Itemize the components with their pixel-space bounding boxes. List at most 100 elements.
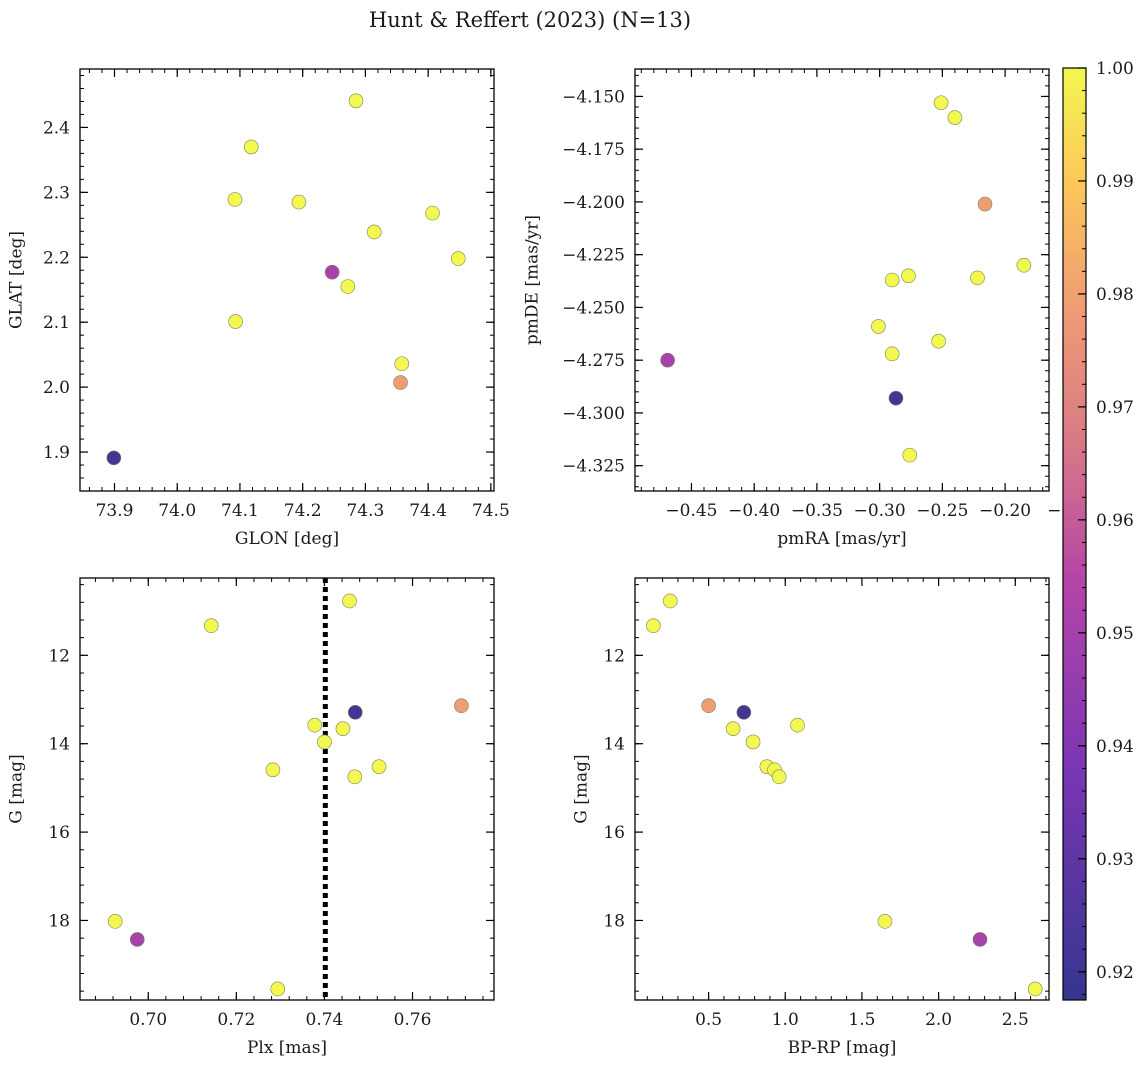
y-tick-label: 2.2 — [43, 248, 70, 268]
data-point — [646, 618, 661, 634]
figure-title: Hunt & Reffert (2023) (N=13) — [369, 8, 691, 32]
y-tick-label: 12 — [603, 646, 625, 666]
colorbar-tick-label: 0.95 — [1096, 624, 1134, 644]
panel-bprp-g: 0.5 1.0 1.5 2.0 2.5 12 14 16 18 BP-RP [mag] G [mag… — [572, 577, 1050, 1058]
x-tick-label: 74.2 — [284, 501, 322, 521]
data-point — [324, 264, 340, 280]
y-tick-label: −4.250 — [562, 298, 625, 318]
panel-plx-g: 0.70 0.72 0.74 0.76 12 14 16 18 Plx [mas] G [mag] — [7, 577, 495, 1058]
major-ticks — [635, 69, 1069, 491]
x-tick-label: 0.76 — [394, 1010, 432, 1030]
data-point — [203, 618, 219, 634]
data-point — [347, 769, 363, 785]
y-tick-label: −4.325 — [562, 457, 625, 477]
data-point — [977, 196, 993, 212]
x-tick-label: 73.9 — [96, 501, 134, 521]
data-point — [790, 717, 805, 733]
data-point — [243, 139, 259, 155]
x-tick-label: −0.30 — [854, 501, 906, 521]
y-tick-label: 2.3 — [43, 183, 70, 203]
colorbar-tick-label: 0.93 — [1096, 850, 1134, 870]
data-point — [972, 932, 988, 947]
x-axis-label: pmRA [mas/yr] — [777, 529, 906, 549]
colorbar-tick-label: 0.92 — [1096, 963, 1134, 983]
data-point — [888, 390, 904, 406]
x-tick-label: 2.5 — [1002, 1010, 1029, 1030]
colorbar-tick-label: 0.97 — [1096, 398, 1134, 418]
y-tick-label: −4.300 — [562, 404, 625, 424]
data-point — [228, 314, 243, 329]
colorbar-tick-label: 0.94 — [1096, 737, 1134, 757]
data-point — [970, 270, 985, 286]
data-point — [1027, 981, 1043, 997]
x-axis-label: Plx [mas] — [247, 1038, 327, 1058]
x-tick-label: 74.4 — [409, 501, 447, 521]
data-point — [947, 110, 963, 125]
y-tick-label: 2.1 — [43, 313, 70, 333]
y-tick-label: −4.175 — [562, 140, 625, 160]
y-axis-label: pmDE [mas/yr] — [523, 215, 543, 345]
data-point — [771, 769, 787, 785]
data-points — [107, 593, 469, 997]
y-axis-label: G [mag] — [572, 754, 592, 823]
y-axis-label: G [mag] — [7, 754, 27, 823]
data-point — [227, 192, 243, 207]
y-tick-label: −4.275 — [562, 351, 625, 371]
panels: 73.9 74.0 74.1 74.2 74.3 74.4 74.5 1.9 2.0 2.1 2.2… — [7, 68, 1088, 1058]
x-tick-label: 1.5 — [848, 1010, 875, 1030]
x-tick-label: −0.25 — [916, 501, 968, 521]
data-point — [335, 721, 351, 736]
x-tick-label: 0.70 — [129, 1010, 167, 1030]
major-ticks — [80, 69, 494, 491]
colorbar-tick-label: 0.99 — [1096, 172, 1134, 192]
data-point — [265, 762, 281, 778]
y-tick-label: −4.200 — [562, 193, 625, 213]
colorbar-gradient — [1062, 67, 1087, 1001]
data-points — [646, 593, 1043, 997]
x-tick-label: 74.1 — [221, 501, 259, 521]
data-point — [371, 759, 387, 774]
data-point — [129, 932, 145, 947]
data-point — [933, 95, 949, 111]
y-tick-label: 18 — [48, 911, 70, 931]
data-point — [662, 593, 678, 609]
axes-frame — [79, 577, 495, 1001]
y-axis-label: GLAT [deg] — [7, 231, 27, 329]
y-tick-label: 2.4 — [43, 118, 70, 138]
x-tick-label: −0.20 — [979, 501, 1031, 521]
y-tick-label: 2.0 — [43, 378, 70, 398]
data-point — [107, 914, 123, 929]
y-tick-label: 14 — [603, 735, 625, 755]
y-tick-label: −4.150 — [562, 87, 625, 107]
colorbar: 0.92 0.93 0.94 0.95 0.96 0.97 0.98 0.99 1.00 — [1062, 59, 1134, 1001]
colorbar-tick-label: 1.00 — [1096, 59, 1134, 79]
y-tick-label: 1.9 — [43, 443, 70, 463]
y-tick-label: 14 — [48, 735, 70, 755]
data-point — [291, 194, 307, 210]
data-points — [660, 95, 1032, 463]
x-tick-label: 2.0 — [925, 1010, 952, 1030]
panel-pmra-pmde: −0.45−0.40−0.35−0.30−0.25−0.20−0.1−4.325… — [523, 68, 1088, 549]
x-tick-label: 74.5 — [472, 501, 510, 521]
minor-ticks — [80, 578, 494, 1000]
data-point — [901, 268, 916, 284]
major-ticks — [80, 578, 494, 1000]
data-point — [931, 333, 946, 349]
data-point — [884, 346, 900, 362]
x-axis-label: BP-RP [mag] — [788, 1038, 897, 1058]
data-point — [348, 93, 364, 109]
data-point — [725, 721, 741, 736]
data-point — [394, 356, 410, 372]
data-points — [106, 93, 466, 466]
x-tick-label: −0.35 — [791, 501, 843, 521]
axes-frame — [634, 68, 1050, 492]
x-tick-label: 0.72 — [217, 1010, 255, 1030]
data-point — [1016, 257, 1032, 273]
data-point — [317, 734, 332, 750]
data-point — [393, 375, 408, 390]
data-point — [342, 593, 357, 609]
data-point — [871, 319, 886, 334]
data-point — [736, 705, 752, 720]
data-point — [902, 447, 918, 463]
data-point — [366, 224, 382, 240]
